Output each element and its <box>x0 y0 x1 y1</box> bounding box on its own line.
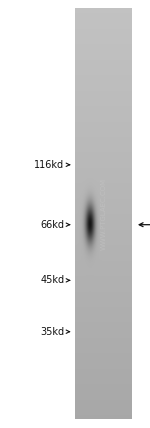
Text: 45kd: 45kd <box>40 275 64 285</box>
Text: 35kd: 35kd <box>40 327 64 337</box>
Text: WWW.PTGLAEC.COM: WWW.PTGLAEC.COM <box>100 178 106 250</box>
Text: 116kd: 116kd <box>34 160 64 170</box>
Text: 66kd: 66kd <box>40 220 64 230</box>
